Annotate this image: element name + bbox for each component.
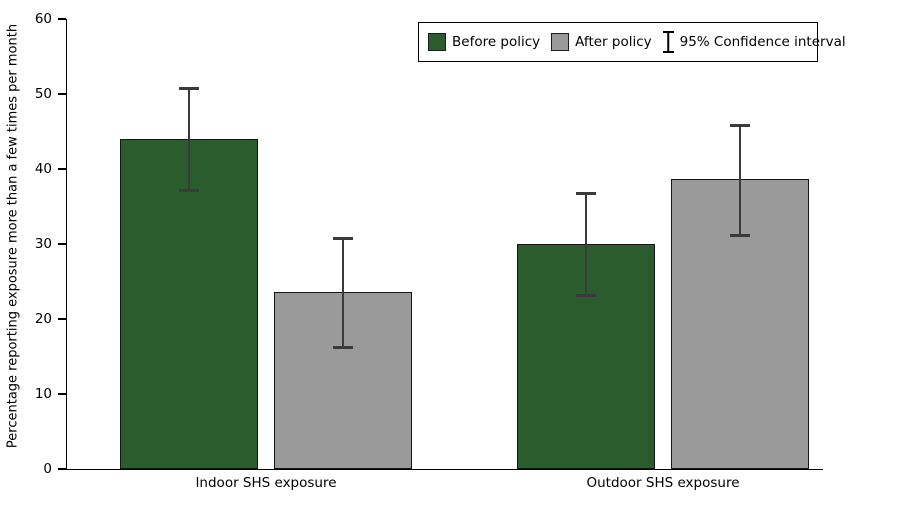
legend-item-before-policy: Before policy xyxy=(428,33,540,51)
error-bar-bottom-cap xyxy=(333,346,353,349)
y-tick-label: 60 xyxy=(34,11,52,27)
legend-item-confidence-interval: 95% Confidence interval xyxy=(662,31,846,53)
y-tick-label: 10 xyxy=(34,386,52,402)
error-bar-bottom-cap xyxy=(730,233,750,237)
legend-item-after-policy: After policy xyxy=(551,33,652,51)
y-axis-tick xyxy=(58,93,66,95)
error-bar-top-cap xyxy=(333,236,353,240)
error-bar xyxy=(585,191,587,297)
after-policy-swatch xyxy=(551,33,570,51)
error-bar-top-cap xyxy=(576,191,596,195)
legend-label-after-policy: After policy xyxy=(575,34,652,50)
error-bar-top-cap xyxy=(730,124,750,127)
confidence-interval-icon xyxy=(662,31,674,53)
y-axis-tick xyxy=(58,243,66,245)
error-bar-bottom-cap xyxy=(576,293,596,297)
y-axis-tick xyxy=(58,318,66,320)
y-axis-tick xyxy=(58,393,66,395)
error-bar-bottom-cap xyxy=(179,188,199,192)
y-axis-tick xyxy=(58,18,66,20)
error-bar xyxy=(342,236,344,349)
before-policy-swatch xyxy=(428,33,446,51)
y-axis-tick xyxy=(58,468,66,470)
legend: Before policy After policy 95% Confidenc… xyxy=(418,22,846,62)
error-bar xyxy=(739,124,741,237)
bar-indoor-before-policy xyxy=(120,139,258,469)
x-category-label-indoor: Indoor SHS exposure xyxy=(195,475,337,491)
y-tick-label: 30 xyxy=(34,236,52,252)
y-tick-label: 40 xyxy=(34,161,52,177)
error-bar xyxy=(188,86,190,192)
y-tick-label: 20 xyxy=(34,311,52,327)
error-bar-top-cap xyxy=(179,86,199,90)
legend-label-before-policy: Before policy xyxy=(452,34,541,50)
legend-label-confidence-interval: 95% Confidence interval xyxy=(679,34,846,50)
x-category-label-outdoor: Outdoor SHS exposure xyxy=(586,475,740,491)
y-tick-label: 0 xyxy=(43,461,52,477)
y-axis-tick xyxy=(58,168,66,170)
plot-area: Indoor SHS exposure Outdoor SHS exposure… xyxy=(35,11,823,491)
y-tick-label: 50 xyxy=(34,86,52,102)
